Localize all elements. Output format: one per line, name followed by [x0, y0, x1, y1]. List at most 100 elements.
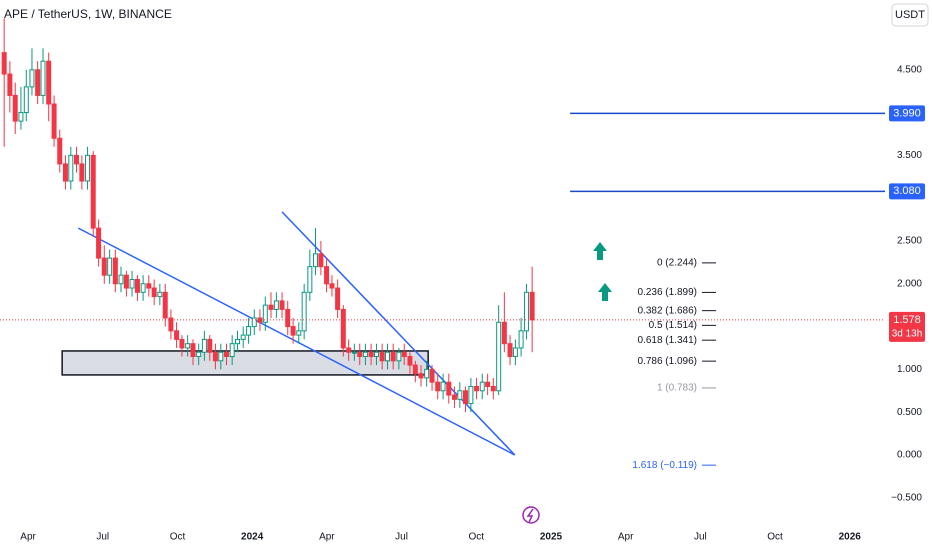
y-tick-label: 0.000 [897, 450, 922, 461]
candle-body [496, 321, 502, 392]
candle-body [512, 347, 518, 358]
candle-body [307, 266, 313, 293]
candle-body [474, 385, 480, 392]
y-tick-label: 1.000 [897, 364, 922, 375]
candle-body [201, 338, 207, 353]
x-tick-label: Oct [767, 532, 783, 543]
currency-button[interactable] [891, 3, 929, 27]
candle-body [96, 227, 102, 259]
fib-label: 0.5 (1.514) [649, 320, 697, 331]
candle-body [157, 291, 163, 298]
x-tick-label: Apr [618, 532, 634, 543]
x-tick-label: Apr [20, 532, 36, 543]
level-label: 3.080 [893, 185, 921, 197]
x-tick-label: Apr [319, 532, 335, 543]
arrow-up [598, 283, 612, 301]
support-zone [61, 350, 429, 376]
candle-body [518, 330, 524, 349]
candle-body [490, 385, 496, 392]
y-tick-label: −0.500 [891, 492, 922, 503]
candle-body [440, 381, 446, 392]
candle-body [18, 112, 24, 122]
candle-body [73, 154, 79, 165]
candle-body [129, 278, 135, 289]
x-tick-label: Jul [395, 532, 408, 543]
candle-body [240, 334, 246, 340]
candle-body [123, 274, 129, 289]
price-label: 1.578 [893, 314, 921, 326]
candle-body [251, 317, 257, 328]
candle-body [85, 154, 91, 182]
candle-body [429, 368, 435, 383]
y-tick-label: 4.500 [897, 64, 922, 75]
candle-body [412, 364, 418, 375]
candle-body [418, 373, 424, 379]
candle-body [407, 356, 413, 366]
level-label-bg [889, 105, 925, 122]
fib-label: 0.786 (1.096) [638, 356, 698, 367]
candle-body [229, 343, 235, 358]
candle-body [435, 381, 441, 392]
fib-label: 0.618 (1.341) [638, 335, 698, 346]
candle-body [23, 86, 29, 114]
candle-body [112, 257, 118, 285]
candle-body [523, 291, 529, 332]
candle-body [396, 351, 402, 362]
candle-body [446, 381, 452, 396]
x-tick-label: Oct [468, 532, 484, 543]
countdown: 3d 13h [892, 329, 923, 340]
fib-label: 1 (0.783) [657, 383, 697, 394]
level-label-bg [889, 183, 925, 200]
candle-body [185, 343, 191, 349]
y-tick-label: 2.000 [897, 278, 922, 289]
candle-body [12, 94, 18, 122]
fib-label: 0 (2.244) [657, 258, 697, 269]
x-tick-label: Oct [170, 532, 186, 543]
replay-icon[interactable] [522, 506, 540, 524]
x-tick-label: Jul [96, 532, 109, 543]
candle-body [51, 103, 57, 139]
candle-body [262, 304, 268, 323]
candle-body [390, 351, 396, 362]
candle-body [7, 73, 13, 96]
candle-body [79, 163, 85, 182]
candle-body [223, 351, 229, 358]
candle-body [373, 351, 379, 358]
candle-body [463, 390, 469, 405]
x-tick-label: 2025 [540, 532, 563, 543]
candle-body [140, 283, 146, 293]
currency[interactable]: USDT [895, 9, 925, 21]
candle-body [285, 308, 291, 328]
fib-label: 0.236 (1.899) [638, 287, 698, 298]
fib-label: 0.382 (1.686) [638, 305, 698, 316]
candle-body [318, 253, 324, 268]
candle-body [134, 278, 140, 293]
candle-body [329, 283, 335, 289]
fib-label: 1.618 (−0.119) [632, 460, 697, 471]
candle-body [146, 283, 152, 289]
candle-body [57, 137, 63, 165]
candle-body [501, 321, 507, 345]
candle-body [35, 69, 41, 96]
candle-body [468, 385, 474, 405]
x-tick-label: Jul [694, 532, 707, 543]
x-tick-label: 2024 [241, 532, 264, 543]
candle-body [273, 300, 279, 310]
candle-body [268, 304, 274, 310]
candle-body [485, 381, 491, 387]
candle-body [190, 343, 196, 358]
candle-body [168, 317, 174, 332]
candle-body [351, 351, 357, 354]
price-label-bg [889, 311, 925, 342]
candle-body [362, 351, 368, 358]
chart-title: APE / TetherUS, 1W, BINANCE [4, 7, 172, 21]
candle-body [340, 308, 346, 349]
candle-body [62, 163, 68, 182]
candle-body [212, 351, 218, 362]
y-tick-label: 2.500 [897, 236, 922, 247]
candle-body [401, 351, 407, 358]
candle-body [1, 52, 7, 75]
trendline [77, 227, 516, 456]
